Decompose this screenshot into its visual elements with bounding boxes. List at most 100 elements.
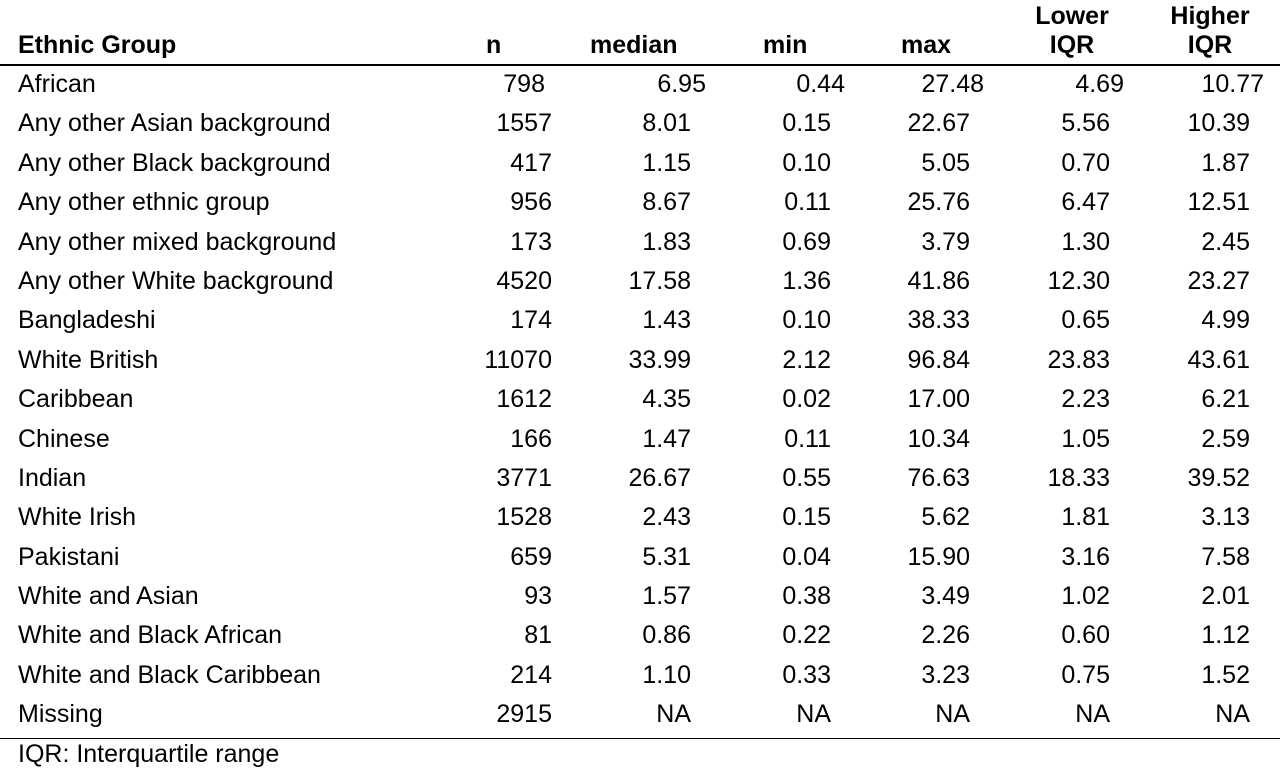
cell-median: 6.95 xyxy=(657,70,706,98)
cell-n: 1528 xyxy=(496,503,552,532)
cell-lower: 3.16 xyxy=(1061,542,1110,571)
cell-min: 0.22 xyxy=(782,621,831,650)
cell-min: 0.02 xyxy=(782,385,831,414)
cell-min: 0.15 xyxy=(782,109,831,138)
cell-higher: 1.52 xyxy=(1201,660,1250,689)
table-row: Any other mixed background 173 1.83 0.69 3.7… xyxy=(0,224,1280,263)
cell-min: 0.10 xyxy=(782,148,831,177)
cell-higher: 4.99 xyxy=(1201,306,1250,335)
data-table: Ethnic Group n median min max Lower IQR … xyxy=(0,0,1280,736)
cell-min: 2.12 xyxy=(782,345,831,374)
cell-min: 0.69 xyxy=(782,227,831,256)
table-body: African 798 6.95 0.44 27.48 4.69 10.77 Any othe… xyxy=(0,66,1280,736)
cell-max: 27.48 xyxy=(921,70,984,98)
cell-median: NA xyxy=(656,700,691,729)
cell-max: 38.33 xyxy=(907,306,970,335)
cell-n: 2915 xyxy=(496,700,552,729)
cell-min: 0.55 xyxy=(782,463,831,492)
header-higher-iqr-line1: Higher xyxy=(1170,2,1250,30)
table-row: White British 11070 33.99 2.12 96.84 23.83 43.… xyxy=(0,342,1280,381)
cell-higher: 10.39 xyxy=(1187,109,1250,138)
cell-higher: 39.52 xyxy=(1187,463,1250,492)
cell-lower: 12.30 xyxy=(1047,266,1110,295)
cell-n: 3771 xyxy=(496,463,552,492)
table-row: Any other ethnic group 956 8.67 0.11 25.76 6.… xyxy=(0,184,1280,223)
cell-lower: 1.02 xyxy=(1061,582,1110,611)
cell-max: 3.49 xyxy=(921,582,970,611)
header-lower-iqr-line2: IQR xyxy=(1049,31,1095,59)
cell-min: 0.10 xyxy=(782,306,831,335)
cell-ethnic-group: Bangladeshi xyxy=(18,306,156,335)
cell-lower: 5.56 xyxy=(1061,109,1110,138)
cell-median: 1.43 xyxy=(642,306,691,335)
cell-lower: 0.65 xyxy=(1061,306,1110,335)
cell-higher: 1.87 xyxy=(1201,148,1250,177)
cell-lower: 0.75 xyxy=(1061,660,1110,689)
table-row: White and Black African 81 0.86 0.22 2.26 0.6… xyxy=(0,617,1280,656)
cell-n: 956 xyxy=(510,188,552,217)
cell-lower: 23.83 xyxy=(1047,345,1110,374)
cell-n: 81 xyxy=(524,621,552,650)
cell-median: 1.15 xyxy=(642,148,691,177)
cell-n: 11070 xyxy=(484,345,552,374)
cell-min: 0.33 xyxy=(782,660,831,689)
header-n: n xyxy=(486,31,502,59)
cell-ethnic-group: Any other mixed background xyxy=(18,227,337,256)
bottom-rule xyxy=(0,737,1280,739)
table-header: Ethnic Group n median min max Lower IQR … xyxy=(0,0,1280,66)
cell-median: 4.35 xyxy=(642,385,691,414)
footnote: IQR: Interquartile range xyxy=(18,739,280,768)
cell-median: 8.67 xyxy=(642,188,691,217)
table-row: White and Black Caribbean 214 1.10 0.33 3.23… xyxy=(0,657,1280,696)
cell-max: 25.76 xyxy=(907,188,970,217)
table-row: Indian 3771 26.67 0.55 76.63 18.33 39.52 xyxy=(0,460,1280,499)
table-row: Missing 2915 NA NA NA NA NA xyxy=(0,696,1280,735)
cell-max: 2.26 xyxy=(921,621,970,650)
header-min: min xyxy=(763,31,808,59)
cell-n: 798 xyxy=(503,70,545,98)
cell-max: 17.00 xyxy=(907,385,970,414)
cell-ethnic-group: White Irish xyxy=(18,503,137,532)
cell-lower: 1.81 xyxy=(1061,503,1110,532)
cell-max: 5.62 xyxy=(921,503,970,532)
header-higher-iqr-line2: IQR xyxy=(1187,31,1233,59)
cell-max: 10.34 xyxy=(907,424,970,453)
cell-lower: 1.05 xyxy=(1061,424,1110,453)
cell-min: 0.04 xyxy=(782,542,831,571)
table-row: Any other White background 4520 17.58 1.36 4… xyxy=(0,263,1280,302)
cell-max: 5.05 xyxy=(921,148,970,177)
cell-lower: 1.30 xyxy=(1061,227,1110,256)
table-row: Bangladeshi 174 1.43 0.10 38.33 0.65 4.99 xyxy=(0,302,1280,341)
cell-ethnic-group: Any other Black background xyxy=(18,148,331,177)
cell-higher: 23.27 xyxy=(1187,266,1250,295)
table-row: White and Asian 93 1.57 0.38 3.49 1.02 2.01 xyxy=(0,578,1280,617)
cell-max: 22.67 xyxy=(907,109,970,138)
cell-max: 3.23 xyxy=(921,660,970,689)
cell-median: 1.47 xyxy=(642,424,691,453)
cell-n: 174 xyxy=(510,306,552,335)
cell-n: 214 xyxy=(510,660,552,689)
header-higher-iqr: Higher IQR xyxy=(1155,2,1265,60)
table-row: Pakistani 659 5.31 0.04 15.90 3.16 7.58 xyxy=(0,539,1280,578)
cell-higher: 10.77 xyxy=(1201,70,1264,98)
cell-higher: NA xyxy=(1215,700,1250,729)
cell-n: 417 xyxy=(510,148,552,177)
cell-ethnic-group: White and Black African xyxy=(18,621,283,650)
cell-higher: 7.58 xyxy=(1201,542,1250,571)
cell-n: 1557 xyxy=(496,109,552,138)
cell-ethnic-group: White and Black Caribbean xyxy=(18,660,321,689)
cell-median: 0.86 xyxy=(642,621,691,650)
cell-ethnic-group: Any other White background xyxy=(18,266,334,295)
cell-lower: 2.23 xyxy=(1061,385,1110,414)
cell-ethnic-group: Any other ethnic group xyxy=(18,188,270,217)
table-row: African 798 6.95 0.44 27.48 4.69 10.77 xyxy=(0,66,1280,105)
cell-median: 8.01 xyxy=(642,109,691,138)
cell-min: 0.38 xyxy=(782,582,831,611)
cell-min: 0.15 xyxy=(782,503,831,532)
cell-ethnic-group: Caribbean xyxy=(18,385,134,414)
cell-ethnic-group: White British xyxy=(18,345,159,374)
cell-ethnic-group: Indian xyxy=(18,463,87,492)
cell-higher: 3.13 xyxy=(1201,503,1250,532)
cell-n: 93 xyxy=(524,582,552,611)
cell-ethnic-group: Missing xyxy=(18,700,103,729)
